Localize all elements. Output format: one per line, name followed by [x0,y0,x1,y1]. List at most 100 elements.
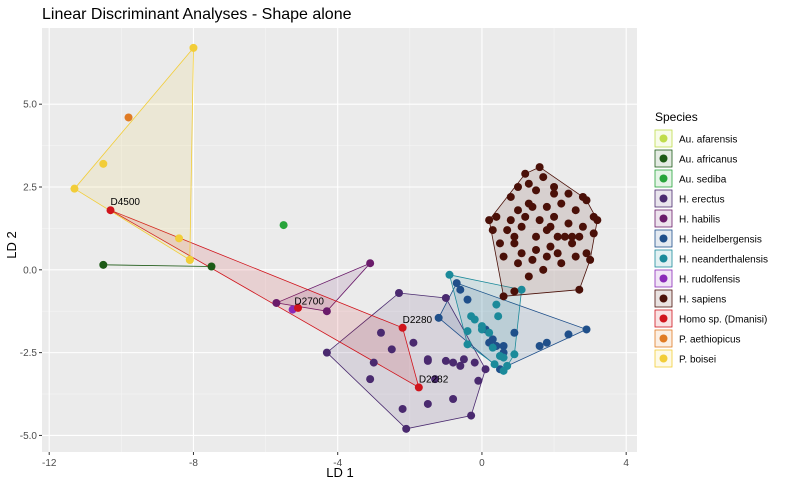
point-h-sapiens [492,212,501,221]
point-h-heidelbergensis [510,328,519,337]
point-h-sapiens [539,173,548,182]
legend-label-h-neanderthalensis: H. neanderthalensis [679,255,768,266]
point-au-africanus [207,262,216,271]
legend-marker-h-habilis [659,214,668,223]
point-h-sapiens [506,192,515,201]
point-h-sapiens [553,232,562,241]
point-h-sapiens [514,259,522,268]
point-h-erectus [398,404,407,413]
legend-label-h-heidelbergensis: H. heidelbergensis [679,235,762,246]
point-h-erectus [376,328,385,337]
point-h-sapiens [535,163,544,172]
point-h-neanderthalensis [494,312,503,321]
point-h-erectus [387,345,396,354]
point-h-neanderthalensis [470,315,479,324]
point-p-boisei [175,234,184,243]
point-h-sapiens [564,189,573,198]
point-h-erectus [395,289,403,297]
y-tick-label: -5.0 [20,431,38,442]
point-h-sapiens [568,232,577,241]
x-tick-label: 4 [623,458,629,469]
point-p-aethiopicus [124,113,133,122]
point-h-sapiens [542,252,551,261]
point-h-heidelbergensis [542,338,551,347]
axis-ticks: -12 -8 -4 0 4 -5.0 -2.5 0.0 2.5 5.0 [20,100,630,469]
point-h-erectus [481,365,490,374]
point-h-erectus [369,358,378,367]
point-homo-sp-dmanisi [294,303,303,312]
point-h-erectus [456,361,465,370]
legend-marker-p-boisei [659,354,668,363]
legend-label-au-afarensis: Au. afarensis [679,135,737,146]
point-h-sapiens [546,242,555,251]
point-p-boisei [70,184,79,193]
y-tick-label: 5.0 [23,100,37,111]
point-h-heidelbergensis [463,295,472,304]
point-h-sapiens [521,169,530,178]
point-h-erectus [449,395,458,403]
point-h-neanderthalensis [490,360,499,369]
point-p-boisei [185,255,194,264]
legend-marker-p-aethiopicus [659,334,668,343]
point-h-erectus [322,348,331,357]
legend-marker-au-africanus [659,154,668,163]
point-h-sapiens [524,179,533,188]
point-h-sapiens [524,199,533,208]
point-h-sapiens [546,222,555,231]
point-h-sapiens [532,232,541,241]
legend-label-au-africanus: Au. africanus [679,155,737,166]
point-h-sapiens [495,239,504,248]
point-h-erectus [470,358,479,367]
point-h-sapiens [524,272,533,281]
x-tick-label: -12 [42,458,57,469]
legend-marker-h-sapiens [659,294,668,303]
point-h-erectus [459,355,468,364]
point-h-erectus [441,356,450,365]
point-p-boisei [99,159,108,168]
point-h-sapiens [510,287,519,296]
annotation-d2700: D2700 [294,297,324,308]
point-h-sapiens [550,183,559,191]
point-h-sapiens [575,285,584,294]
point-h-sapiens [582,249,591,258]
point-h-erectus [423,399,432,408]
legend: Species Au. afarensis Au. africanus Au. se… [654,110,768,368]
point-h-sapiens [578,222,587,231]
point-h-sapiens [553,249,562,258]
point-h-erectus [366,375,375,384]
point-h-sapiens [557,199,566,208]
annotation-d2280: D2280 [403,315,433,326]
legend-marker-h-erectus [659,194,668,203]
point-h-sapiens [532,245,541,254]
point-h-heidelbergensis [488,335,497,344]
point-h-heidelbergensis [456,285,465,294]
legend-label-h-erectus: H. erectus [679,195,725,206]
legend-marker-homo-sp-dmanisi [659,314,668,323]
legend-label-h-sapiens: H. sapiens [679,295,726,306]
point-homo-sp-dmanisi [398,323,407,332]
x-tick-label: -4 [333,458,342,469]
legend-marker-h-heidelbergensis [659,234,668,243]
point-h-heidelbergensis [564,330,573,339]
point-h-sapiens [506,216,515,225]
point-h-heidelbergensis [582,325,591,334]
point-h-sapiens [521,212,530,221]
point-h-sapiens [589,229,598,238]
point-h-erectus [431,375,440,384]
point-h-sapiens [593,216,602,225]
point-h-sapiens [535,216,544,225]
hull-au-africanus [103,264,212,267]
legend-marker-h-neanderthalensis [659,254,668,263]
point-h-habilis [272,298,281,307]
point-h-erectus [449,358,458,367]
annotation-d4500: D4500 [111,197,141,208]
point-h-neanderthalensis [445,270,454,279]
point-h-sapiens [485,216,494,225]
legend-marker-h-rudolfensis [659,274,668,283]
point-au-sediba [279,221,288,230]
legend-label-p-aethiopicus: P. aethiopicus [679,335,741,346]
point-h-habilis [366,259,375,268]
point-h-sapiens [488,226,497,235]
point-h-neanderthalensis [477,322,486,331]
point-au-africanus [99,260,108,269]
